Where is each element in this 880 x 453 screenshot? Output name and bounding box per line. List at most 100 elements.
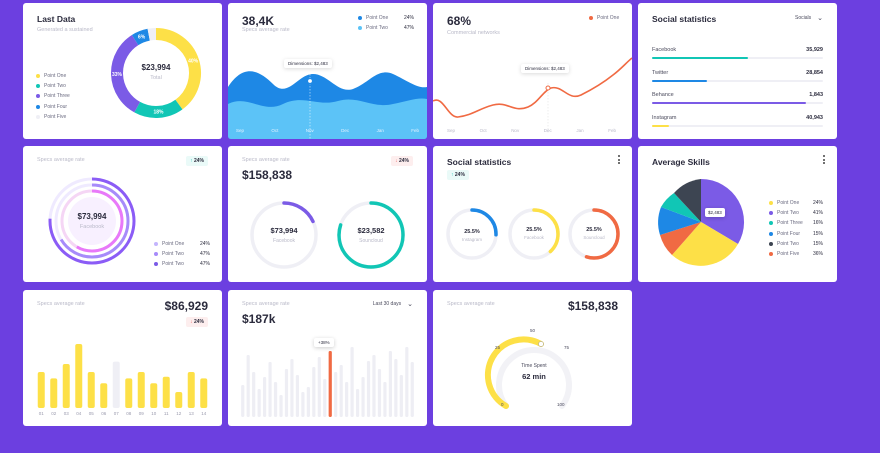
bar — [377, 369, 382, 417]
bar — [290, 359, 294, 417]
legend-item: Point Two 41% — [769, 208, 823, 218]
bar — [50, 378, 58, 408]
area-legend: Point One 24% Point Two 47% — [358, 13, 414, 33]
card-subtitle: Commercial networks — [447, 30, 500, 36]
legend-item: Point One 24% — [358, 13, 414, 23]
bar — [162, 376, 170, 408]
trend-badge: ↑ 24% — [186, 156, 208, 166]
gauge-center: 25.5% Souncloud — [583, 227, 605, 240]
gauge-fill — [250, 201, 318, 269]
x-tick-label: 09 — [139, 411, 145, 416]
area-series-two — [228, 98, 427, 139]
card-title: Last Data — [37, 14, 76, 24]
bar — [284, 369, 289, 417]
bar — [361, 377, 365, 417]
legend-item: Point Two 15% — [769, 239, 823, 249]
x-tick-label: 14 — [201, 411, 207, 416]
period-dropdown[interactable]: Last 30 days ⌄ — [373, 300, 413, 308]
x-tick: Oct — [271, 128, 279, 133]
x-tick-label: 10 — [151, 411, 157, 416]
chevron-down-icon: ⌄ — [407, 301, 413, 308]
rings-label: Facebook — [79, 224, 105, 230]
gauge-center: Time Spent 62 min — [521, 363, 547, 381]
trend-badge: ↑ 24% — [447, 170, 469, 180]
x-tick-label: 04 — [76, 411, 82, 416]
x-tick: Sep — [236, 128, 245, 133]
area-chart — [228, 59, 427, 139]
bar — [295, 375, 300, 417]
socials-dropdown[interactable]: Socials ⌄ — [795, 14, 823, 22]
gauge-fill — [337, 201, 405, 269]
line-legend: Point One — [589, 13, 619, 23]
legend-item: Point Five — [36, 112, 96, 122]
bar — [187, 372, 195, 408]
line-chart — [433, 57, 632, 133]
more-options-icon[interactable] — [618, 155, 620, 164]
legend-item: Point Four — [36, 102, 96, 112]
bar — [125, 378, 133, 408]
rings-value: $73,994 — [77, 212, 107, 221]
x-tick: Jan — [376, 128, 384, 133]
donut-segment — [134, 99, 183, 118]
bar — [399, 375, 403, 417]
legend-item: Point One 24% — [769, 198, 823, 208]
more-options-icon[interactable] — [823, 155, 825, 164]
x-tick-label: 05 — [89, 411, 95, 416]
legend-item: Point Five 36% — [769, 249, 823, 259]
x-tick-label: 08 — [126, 411, 132, 416]
souncloud-gauge — [337, 201, 405, 269]
card-title: Social statistics — [652, 14, 717, 24]
chevron-down-icon: ⌄ — [817, 15, 823, 22]
donut-segment — [155, 28, 201, 110]
x-tick: Feb — [608, 128, 616, 133]
line-x-axis: Sep Oct Nov Dec Jan Feb — [447, 128, 616, 133]
card-title: Social statistics — [447, 157, 512, 167]
card-subtitle: Specs average rate — [447, 301, 495, 307]
arrow-up-icon: ↑ — [451, 172, 454, 178]
yellow-bar-chart: 01 02 03 04 05 06 07 08 09 10 11 12 13 14 — [37, 344, 208, 416]
bar — [388, 351, 392, 417]
card-subtitle: Specs average rate — [37, 157, 85, 163]
bar — [75, 344, 83, 408]
average-skills-card: Average Skills $2,483 Point One 24% Point… — [638, 146, 837, 282]
legend-item: Point Two — [36, 81, 96, 91]
gauge-center: 25.5% Facebook — [524, 227, 544, 240]
area-x-axis: Sep Oct Nov Dec Jan Feb — [236, 128, 419, 133]
legend-item: Point Two 47% — [154, 249, 210, 259]
card-subtitle: Generated a sustained — [37, 27, 93, 33]
trend-badge: ↓ 24% — [186, 317, 208, 327]
souncloud-gauge — [568, 208, 620, 260]
legend-item: Point One — [589, 13, 619, 23]
card-value: $187k — [242, 312, 276, 326]
donut-total-label: Total — [150, 75, 162, 81]
x-tick-label: 11 — [164, 411, 169, 416]
card-subtitle: Specs average rate — [242, 301, 290, 307]
donut-segment-label: 40% — [188, 59, 199, 65]
bar — [383, 382, 387, 417]
x-tick: Nov — [511, 128, 520, 133]
bar — [279, 395, 283, 417]
card-subtitle: Specs average rate — [37, 301, 85, 307]
line-chart-card: 68% Commercial networks Point One Dimens… — [433, 3, 632, 139]
pie-tooltip: $2,483 — [705, 208, 725, 217]
bar — [405, 347, 409, 417]
area-chart-card: 38,4K Specs average rate Point One 24% Po… — [228, 3, 427, 139]
social-gauges-card: Social statistics ↑ 24% 25.5% Instagram … — [433, 146, 632, 282]
last-data-card: Last Data Generated a sustained Point On… — [23, 3, 222, 139]
bar-tooltip: +38% — [314, 338, 334, 347]
gauge-handle — [538, 341, 544, 347]
bar — [200, 378, 208, 408]
x-tick: Nov — [305, 128, 314, 133]
bar — [112, 361, 120, 408]
x-tick-label: 01 — [39, 411, 45, 416]
gauge-tick-75: 75 — [564, 345, 570, 350]
last-data-donut: 40% 18% 33% 6% — [111, 28, 201, 118]
bar — [252, 372, 256, 417]
gauge-center: 25.5% Instagram — [461, 229, 482, 242]
social-stats-card: Social statistics Socials ⌄ Facebook 35,9… — [638, 3, 837, 139]
donut-segment-label: 18% — [153, 110, 164, 116]
gauge-fill — [568, 208, 620, 260]
facebook-gauge — [250, 201, 318, 269]
bar — [137, 372, 145, 408]
gauge-fill — [508, 208, 560, 260]
